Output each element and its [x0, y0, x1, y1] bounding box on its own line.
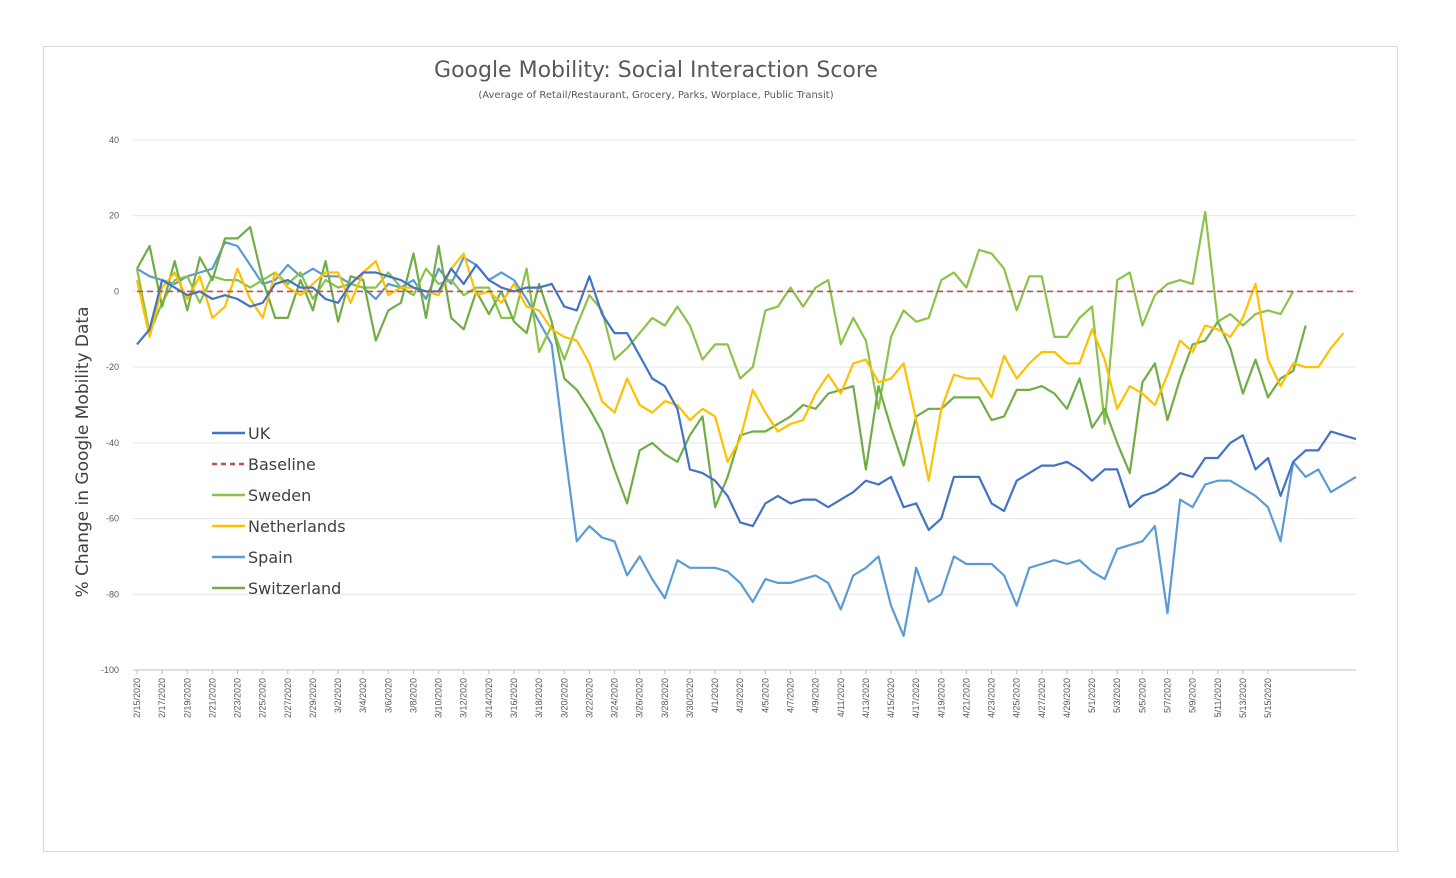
x-tick-label: 4/27/2020 [1037, 678, 1047, 718]
y-tick-label: -100 [101, 665, 119, 675]
x-tick-label: 4/1/2020 [710, 678, 720, 713]
x-tick-label: 5/11/2020 [1213, 678, 1223, 717]
x-tick-label: 2/17/2020 [157, 678, 167, 718]
y-tick-label: 40 [109, 135, 119, 145]
chart-title: Google Mobility: Social Interaction Scor… [434, 58, 878, 83]
x-tick-label: 4/13/2020 [861, 678, 871, 718]
x-tick-label: 3/6/2020 [383, 678, 393, 713]
y-tick-label: -40 [106, 438, 119, 448]
x-tick-label: 4/25/2020 [1012, 678, 1022, 718]
y-tick-label: -60 [106, 514, 119, 524]
gridlines [133, 139, 1356, 671]
x-tick-label: 4/3/2020 [735, 678, 745, 713]
x-tick-label: 2/23/2020 [233, 678, 243, 718]
y-axis-ticks: 40 20 0 -20 -40 -60 -80 -100 [101, 135, 119, 675]
x-tick-label: 4/29/2020 [1062, 678, 1072, 718]
x-tick-label: 3/26/2020 [635, 678, 645, 718]
x-tick-label: 3/18/2020 [534, 678, 544, 718]
legend-label-baseline: Baseline [248, 455, 316, 474]
legend-label-spain: Spain [248, 548, 293, 567]
x-tick-label: 3/28/2020 [660, 678, 670, 718]
x-axis-ticks: 2/15/2020 2/17/2020 2/19/2020 2/21/2020 2/23… [132, 670, 1273, 718]
series-line-netherlands [135, 252, 1345, 482]
line-chart: Google Mobility: Social Interaction Scor… [73, 58, 1357, 718]
x-tick-label: 3/2/2020 [333, 678, 343, 713]
chart-subtitle: (Average of Retail/Restaurant, Grocery, … [478, 90, 833, 101]
legend-label-switzerland: Switzerland [248, 579, 341, 598]
x-tick-label: 5/1/2020 [1087, 678, 1097, 713]
legend-label-netherlands: Netherlands [248, 517, 346, 536]
x-tick-label: 4/5/2020 [760, 678, 770, 713]
x-tick-label: 3/22/2020 [584, 678, 594, 718]
y-tick-label: -20 [106, 362, 119, 372]
x-tick-label: 4/9/2020 [811, 678, 821, 713]
x-tick-label: 4/21/2020 [961, 678, 971, 718]
x-tick-label: 2/19/2020 [182, 678, 192, 718]
x-tick-label: 3/14/2020 [484, 678, 494, 718]
legend-label-sweden: Sweden [248, 486, 311, 505]
x-tick-label: 3/16/2020 [509, 678, 519, 718]
x-tick-label: 3/12/2020 [459, 678, 469, 718]
y-tick-label: 20 [109, 211, 119, 221]
x-tick-label: 2/15/2020 [132, 678, 142, 718]
x-tick-label: 5/3/2020 [1112, 678, 1122, 713]
x-tick-label: 4/23/2020 [987, 678, 997, 718]
x-tick-label: 2/25/2020 [258, 678, 268, 718]
series-line-sweden [135, 210, 1295, 425]
x-tick-label: 5/5/2020 [1137, 678, 1147, 713]
y-tick-label: 0 [114, 286, 119, 296]
series-line-uk [136, 263, 1357, 531]
series-lines [135, 210, 1357, 638]
y-tick-label: -80 [106, 589, 119, 599]
x-tick-label: 2/29/2020 [308, 678, 318, 718]
x-tick-label: 3/20/2020 [559, 678, 569, 718]
x-tick-label: 3/30/2020 [685, 678, 695, 718]
x-tick-label: 4/17/2020 [911, 678, 921, 718]
series-line-spain [136, 241, 1357, 638]
x-tick-label: 4/19/2020 [936, 678, 946, 718]
x-tick-label: 3/10/2020 [434, 678, 444, 718]
x-tick-label: 4/7/2020 [785, 678, 795, 713]
x-tick-label: 3/24/2020 [610, 678, 620, 718]
chart-frame: Google Mobility: Social Interaction Scor… [43, 46, 1398, 852]
x-tick-label: 4/15/2020 [886, 678, 896, 718]
x-tick-label: 3/4/2020 [358, 678, 368, 713]
x-tick-label: 5/15/2020 [1263, 678, 1273, 718]
y-axis-label: % Change in Google Mobility Data [73, 306, 93, 597]
x-tick-label: 5/13/2020 [1238, 678, 1248, 718]
x-tick-label: 2/21/2020 [207, 678, 217, 718]
legend-label-uk: UK [248, 424, 271, 443]
legend: UK Baseline Sweden Netherlands Spain Switzerl… [212, 424, 346, 598]
x-tick-label: 5/7/2020 [1162, 678, 1172, 713]
x-tick-label: 2/27/2020 [283, 678, 293, 718]
x-tick-label: 3/8/2020 [408, 678, 418, 713]
x-tick-label: 4/11/2020 [836, 678, 846, 717]
x-tick-label: 5/9/2020 [1188, 678, 1198, 713]
